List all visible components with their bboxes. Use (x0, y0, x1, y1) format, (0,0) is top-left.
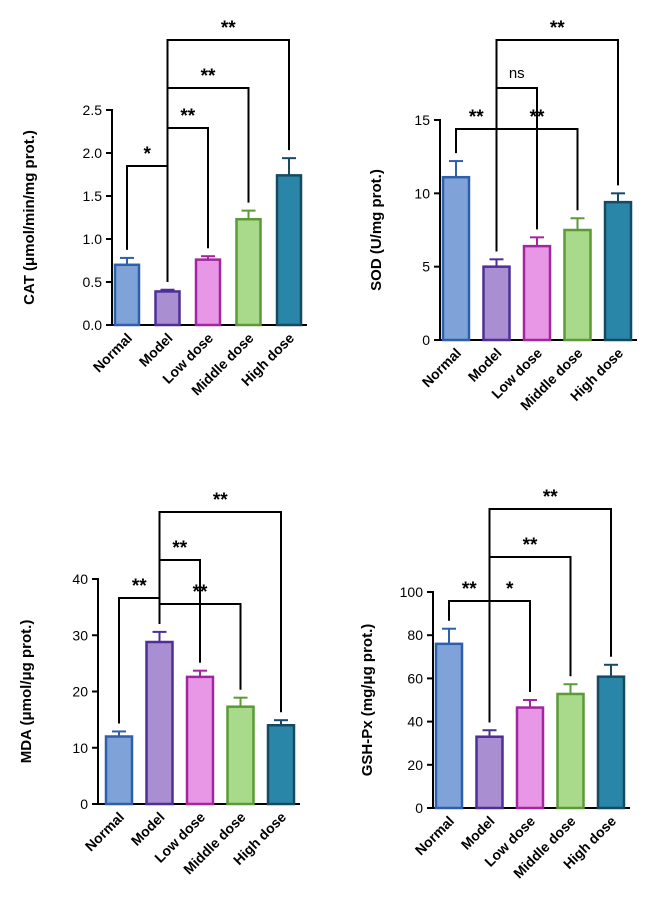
y-tick-label: 30 (72, 627, 88, 643)
bar-normal (104, 735, 134, 806)
significance-bracket (495, 39, 619, 252)
significance-label: ** (469, 107, 484, 128)
significance-bracket (488, 600, 531, 723)
y-tick-label: 0.0 (83, 317, 103, 333)
significance-bracket (166, 39, 290, 282)
y-tick-label: 20 (72, 684, 88, 700)
significance-label: ** (221, 18, 236, 39)
bar-normal (434, 642, 464, 810)
bar-high-dose (266, 724, 296, 806)
y-tick-label: 40 (407, 714, 423, 730)
bar-low-dose (515, 706, 545, 810)
y-tick-label: 20 (407, 757, 423, 773)
significance-label: ** (201, 66, 216, 87)
y-tick-label: 1.5 (83, 188, 103, 204)
significance-bracket (488, 508, 612, 723)
category-label: Normal (82, 809, 127, 854)
significance-label: ** (172, 538, 187, 559)
bar-normal (113, 263, 141, 327)
y-tick-label: 40 (72, 571, 88, 587)
bar-model (154, 290, 181, 327)
y-tick-label: 10 (72, 740, 88, 756)
significance-label: ** (523, 535, 538, 556)
bar-middle-dose (556, 692, 585, 810)
bar-low-dose (522, 244, 552, 342)
category-label: Normal (419, 345, 464, 390)
category-label: Normal (412, 813, 457, 858)
y-tick-label: 0 (422, 332, 430, 348)
significance-label: ns (509, 65, 525, 82)
significance-label: ** (543, 487, 558, 508)
bar-low-dose (194, 258, 222, 327)
bar-middle-dose (226, 705, 255, 806)
y-tick-label: 1.0 (83, 231, 103, 247)
y-axis-title: MDA (μmol/μg prot.) (18, 620, 35, 764)
significance-label: * (144, 144, 152, 165)
y-tick-label: 60 (407, 670, 423, 686)
y-tick-label: 5 (422, 259, 430, 275)
significance-label: ** (462, 579, 477, 600)
bar-high-dose (275, 174, 303, 327)
y-tick-label: 0.5 (83, 274, 103, 290)
bar-high-dose (603, 200, 633, 342)
bar-middle-dose (563, 228, 592, 342)
significance-bracket (158, 511, 282, 713)
significance-label: * (506, 579, 514, 600)
bar-normal (441, 175, 471, 342)
category-label: Normal (90, 330, 135, 375)
y-tick-label: 100 (400, 584, 424, 600)
y-tick-label: 15 (414, 112, 430, 128)
significance-label: ** (180, 106, 195, 127)
bar-model (482, 265, 511, 342)
y-axis-title: SOD (U/mg prot.) (368, 169, 385, 291)
y-tick-label: 0 (80, 796, 88, 812)
bar-model (475, 735, 504, 810)
y-axis-title: CAT (μmol/min/mg prot.) (21, 130, 38, 305)
y-tick-label: 2.0 (83, 145, 103, 161)
bar-low-dose (185, 675, 215, 806)
y-tick-label: 10 (414, 185, 430, 201)
y-tick-label: 0 (415, 800, 423, 816)
bar-middle-dose (235, 217, 262, 327)
chart-cat: 0.0 0.5 1.0 1.5 2.0 2.5 CAT (μmol/min/mg prot.… (21, 18, 307, 398)
y-tick-label: 2.5 (83, 102, 103, 118)
significance-label: ** (213, 490, 228, 511)
significance-label: ** (132, 576, 147, 597)
bar-model (145, 640, 174, 806)
bar-high-dose (596, 675, 626, 810)
y-tick-label: 80 (407, 627, 423, 643)
significance-label: ** (550, 18, 565, 39)
y-axis-title: GSH-Px (mg/μg prot.) (359, 624, 376, 777)
